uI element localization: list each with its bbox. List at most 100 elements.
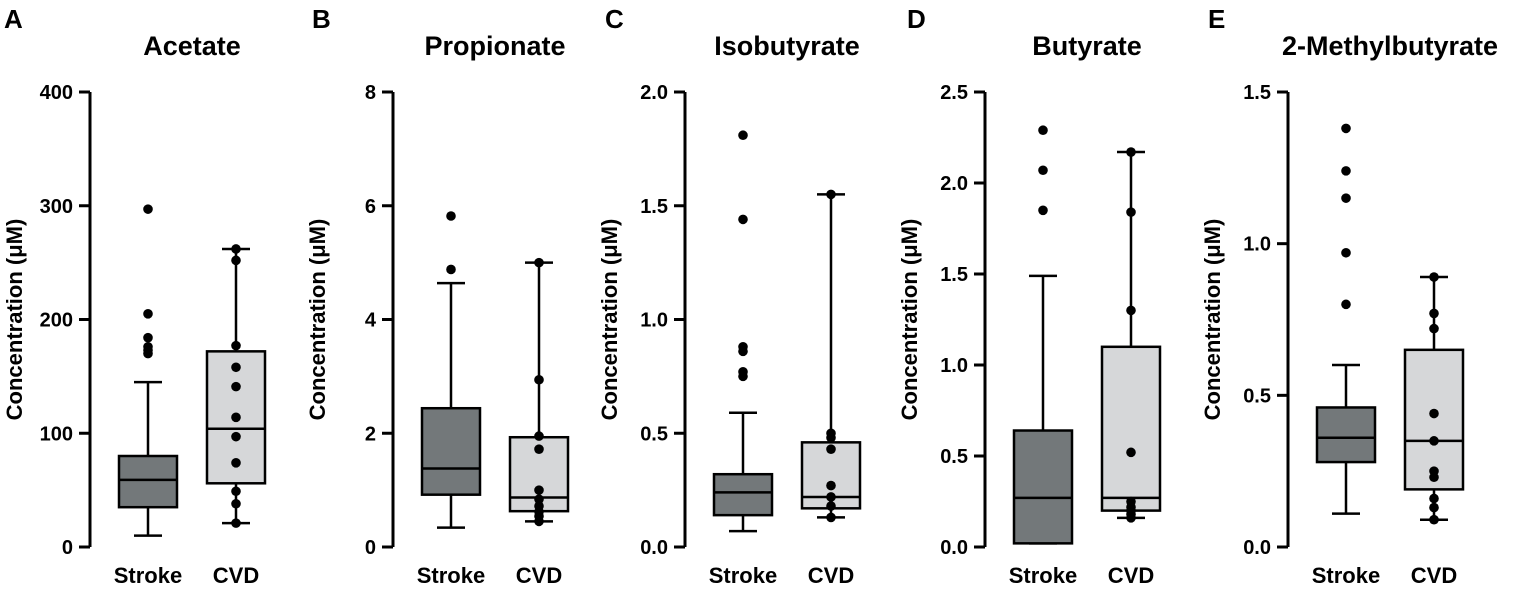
iqr-box xyxy=(1100,345,1162,512)
data-point xyxy=(1341,166,1351,176)
data-point xyxy=(534,494,544,505)
category-label: CVD xyxy=(1411,563,1457,588)
category-label: Stroke xyxy=(1009,563,1077,588)
panel-letter: E xyxy=(1208,4,1225,34)
category-label: Stroke xyxy=(114,563,182,588)
data-point xyxy=(231,244,241,254)
data-point xyxy=(231,412,241,423)
box-stroke xyxy=(712,130,774,533)
iqr-box xyxy=(712,472,774,517)
panel-c: C Isobutyrate Concentration (μM) 0.0 0.5 1.0 1… xyxy=(597,4,862,588)
iqr-box xyxy=(117,454,179,509)
box-cvd xyxy=(205,244,267,528)
category-label: Stroke xyxy=(1312,563,1380,588)
box-cvd xyxy=(1403,272,1465,525)
data-point xyxy=(534,444,544,454)
y-axis-label: Concentration (μM) xyxy=(305,219,330,421)
y-tick-label: 1.5 xyxy=(1243,82,1271,104)
data-point xyxy=(738,342,748,352)
data-point xyxy=(1038,165,1048,176)
y-tick-label: 0.5 xyxy=(1243,385,1271,407)
box-stroke xyxy=(1315,123,1377,515)
data-point xyxy=(1126,496,1136,507)
box-cvd xyxy=(508,257,570,527)
panel-letter: A xyxy=(4,4,23,34)
data-point xyxy=(1429,436,1439,446)
data-point xyxy=(1341,247,1351,258)
y-tick-label: 0.0 xyxy=(940,537,968,559)
y-tick-label: 0.0 xyxy=(1243,537,1271,559)
box-cvd xyxy=(1100,147,1162,523)
data-point xyxy=(1341,193,1351,203)
data-point xyxy=(446,211,456,221)
data-point xyxy=(143,332,153,343)
data-point xyxy=(1038,125,1048,136)
data-point xyxy=(1341,123,1351,134)
y-axis-label: Concentration (μM) xyxy=(597,219,622,421)
iqr-box xyxy=(420,406,482,496)
data-point xyxy=(1341,299,1351,310)
data-point xyxy=(534,257,544,268)
data-point xyxy=(143,309,153,319)
panel-a: A Acetate Concentration (μM) 0 100 200 300 400 S… xyxy=(2,4,267,588)
category-label: Stroke xyxy=(709,563,777,588)
data-point xyxy=(1429,308,1439,319)
category-label: CVD xyxy=(516,563,562,588)
data-point xyxy=(826,428,836,439)
y-tick-label: 0 xyxy=(62,537,73,559)
y-tick-label: 2 xyxy=(365,423,376,445)
category-label: CVD xyxy=(1108,563,1154,588)
data-point xyxy=(826,492,836,502)
data-point xyxy=(826,189,836,200)
y-tick-label: 1.0 xyxy=(940,355,968,377)
data-point xyxy=(231,255,241,266)
y-tick-label: 0.5 xyxy=(940,446,968,468)
data-point xyxy=(1429,514,1439,525)
box-stroke xyxy=(420,211,482,529)
y-tick-label: 1.5 xyxy=(940,264,968,286)
panel-letter: D xyxy=(907,4,926,34)
y-tick-label: 6 xyxy=(365,196,376,218)
data-point xyxy=(1038,205,1048,216)
y-tick-label: 2.0 xyxy=(940,173,968,195)
iqr-box xyxy=(1315,406,1377,464)
panel-title: Acetate xyxy=(143,31,241,61)
panel-e: E 2-Methylbutyrate Concentration (μM) 0.0 0.… xyxy=(1200,4,1498,588)
y-tick-label: 0.0 xyxy=(640,537,668,559)
data-point xyxy=(826,501,836,511)
data-point xyxy=(1429,272,1439,282)
y-tick-label: 100 xyxy=(40,423,73,445)
data-point xyxy=(231,362,241,373)
y-tick-label: 400 xyxy=(40,82,73,104)
y-tick-label: 300 xyxy=(40,196,73,218)
y-tick-label: 4 xyxy=(365,310,377,332)
data-point xyxy=(231,518,241,528)
y-tick-label: 1.0 xyxy=(1243,234,1271,256)
y-tick-label: 8 xyxy=(365,82,376,104)
panel-title: 2-Methylbutyrate xyxy=(1282,31,1498,61)
y-tick-label: 200 xyxy=(40,310,73,332)
data-point xyxy=(231,381,241,392)
panel-b: B Propionate Concentration (μM) 0 2 4 6 8 Stroke… xyxy=(305,4,570,588)
data-point xyxy=(826,512,836,523)
y-tick-label: 2.5 xyxy=(940,82,968,104)
box-stroke xyxy=(117,204,179,537)
panel-title: Butyrate xyxy=(1032,31,1142,61)
y-tick-label: 1.5 xyxy=(640,196,668,218)
panel-title: Propionate xyxy=(424,31,565,61)
data-point xyxy=(534,431,544,441)
data-point xyxy=(1429,323,1439,334)
y-tick-label: 0.5 xyxy=(640,423,668,445)
iqr-box xyxy=(1012,429,1074,545)
iqr-box xyxy=(1403,348,1465,491)
data-point xyxy=(1429,493,1439,504)
data-point xyxy=(231,498,241,509)
data-point xyxy=(1429,408,1439,419)
panel-letter: C xyxy=(605,4,624,34)
category-label: CVD xyxy=(213,563,259,588)
data-point xyxy=(534,485,544,495)
data-point xyxy=(1429,466,1439,476)
y-tick-label: 1.0 xyxy=(640,310,668,332)
data-point xyxy=(231,458,241,468)
panel-letter: B xyxy=(312,4,331,34)
